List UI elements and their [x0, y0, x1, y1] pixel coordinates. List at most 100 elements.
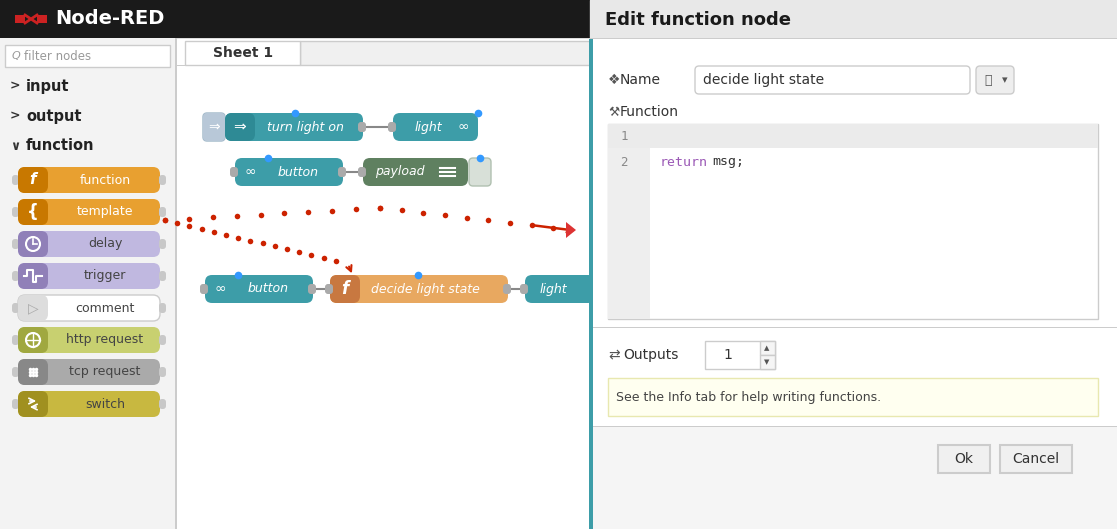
Text: payload: payload — [375, 166, 424, 178]
Text: >: > — [10, 79, 20, 93]
Text: button: button — [277, 166, 318, 178]
FancyBboxPatch shape — [330, 275, 508, 303]
Bar — [175, 38, 176, 529]
Bar — [0, 0, 1117, 38]
Text: ⇒: ⇒ — [233, 120, 247, 134]
Text: light: light — [414, 121, 442, 133]
Text: ❖: ❖ — [608, 73, 621, 87]
Text: ▾: ▾ — [1002, 75, 1008, 85]
FancyBboxPatch shape — [12, 335, 19, 345]
Text: Outputs: Outputs — [623, 348, 678, 362]
FancyBboxPatch shape — [469, 158, 491, 186]
Text: ⇒: ⇒ — [208, 120, 220, 134]
Bar — [590, 0, 1117, 529]
Text: Cancel: Cancel — [1012, 452, 1060, 466]
FancyBboxPatch shape — [521, 284, 528, 294]
Text: >: > — [10, 110, 20, 123]
Bar — [590, 39, 1117, 488]
FancyBboxPatch shape — [225, 113, 363, 141]
FancyBboxPatch shape — [18, 231, 48, 257]
Bar — [590, 426, 1117, 427]
FancyBboxPatch shape — [338, 167, 346, 177]
Text: Q: Q — [12, 51, 21, 61]
Text: light: light — [540, 282, 566, 296]
Bar — [37, 15, 47, 23]
FancyBboxPatch shape — [18, 231, 160, 257]
FancyBboxPatch shape — [18, 199, 48, 225]
Text: Edit function node: Edit function node — [605, 11, 791, 29]
Text: 1: 1 — [724, 348, 733, 362]
Text: function: function — [79, 174, 131, 187]
FancyBboxPatch shape — [159, 399, 166, 409]
Bar — [760, 341, 775, 355]
Text: 📔: 📔 — [984, 74, 992, 87]
Text: output: output — [26, 108, 82, 123]
FancyBboxPatch shape — [12, 175, 19, 185]
Text: comment: comment — [75, 302, 135, 315]
FancyBboxPatch shape — [18, 295, 48, 321]
Bar — [4, 45, 170, 67]
Text: f: f — [342, 280, 349, 298]
FancyBboxPatch shape — [18, 359, 48, 385]
FancyBboxPatch shape — [12, 271, 19, 281]
FancyBboxPatch shape — [18, 295, 160, 321]
FancyBboxPatch shape — [525, 275, 595, 303]
Bar — [590, 38, 1117, 39]
FancyBboxPatch shape — [325, 284, 333, 294]
Bar — [300, 41, 590, 65]
FancyBboxPatch shape — [200, 284, 208, 294]
Text: Ok: Ok — [955, 452, 974, 466]
FancyBboxPatch shape — [12, 303, 19, 313]
FancyBboxPatch shape — [359, 167, 366, 177]
FancyBboxPatch shape — [12, 239, 19, 249]
Text: ∨: ∨ — [10, 140, 20, 152]
Bar — [589, 39, 593, 529]
FancyBboxPatch shape — [225, 113, 255, 141]
Text: delay: delay — [88, 238, 122, 251]
Text: button: button — [248, 282, 288, 296]
FancyBboxPatch shape — [18, 199, 160, 225]
Bar — [176, 65, 590, 66]
FancyBboxPatch shape — [695, 66, 970, 94]
FancyBboxPatch shape — [159, 207, 166, 217]
FancyBboxPatch shape — [388, 122, 397, 132]
Text: function: function — [26, 139, 95, 153]
Text: ⇄: ⇄ — [608, 348, 620, 362]
FancyBboxPatch shape — [976, 66, 1014, 94]
Text: ∞: ∞ — [457, 120, 469, 134]
FancyBboxPatch shape — [159, 335, 166, 345]
FancyBboxPatch shape — [235, 158, 343, 186]
FancyBboxPatch shape — [159, 239, 166, 249]
Text: decide light state: decide light state — [703, 73, 824, 87]
Bar — [590, 327, 1117, 328]
Text: input: input — [26, 78, 69, 94]
Text: template: template — [77, 205, 133, 218]
Text: Node-RED: Node-RED — [55, 10, 164, 29]
Text: {: { — [27, 203, 39, 221]
Text: ▷: ▷ — [28, 301, 38, 315]
FancyBboxPatch shape — [12, 399, 19, 409]
FancyBboxPatch shape — [18, 167, 48, 193]
FancyBboxPatch shape — [308, 284, 316, 294]
Bar — [176, 38, 590, 39]
Text: http request: http request — [66, 333, 144, 346]
FancyBboxPatch shape — [203, 113, 225, 141]
Bar — [15, 15, 25, 23]
Text: f: f — [30, 172, 37, 187]
FancyBboxPatch shape — [206, 275, 313, 303]
Text: msg;: msg; — [712, 156, 744, 169]
Bar — [608, 124, 1098, 319]
Circle shape — [26, 237, 40, 251]
FancyBboxPatch shape — [18, 167, 160, 193]
Text: ∞: ∞ — [214, 282, 226, 296]
FancyBboxPatch shape — [393, 113, 478, 141]
FancyBboxPatch shape — [159, 367, 166, 377]
Circle shape — [26, 333, 40, 347]
Text: ▼: ▼ — [764, 359, 770, 365]
Polygon shape — [566, 222, 576, 238]
Text: ▲: ▲ — [764, 345, 770, 351]
Text: filter nodes: filter nodes — [23, 50, 92, 62]
FancyBboxPatch shape — [230, 167, 238, 177]
Text: Function: Function — [620, 105, 679, 119]
Bar — [590, 0, 1117, 38]
